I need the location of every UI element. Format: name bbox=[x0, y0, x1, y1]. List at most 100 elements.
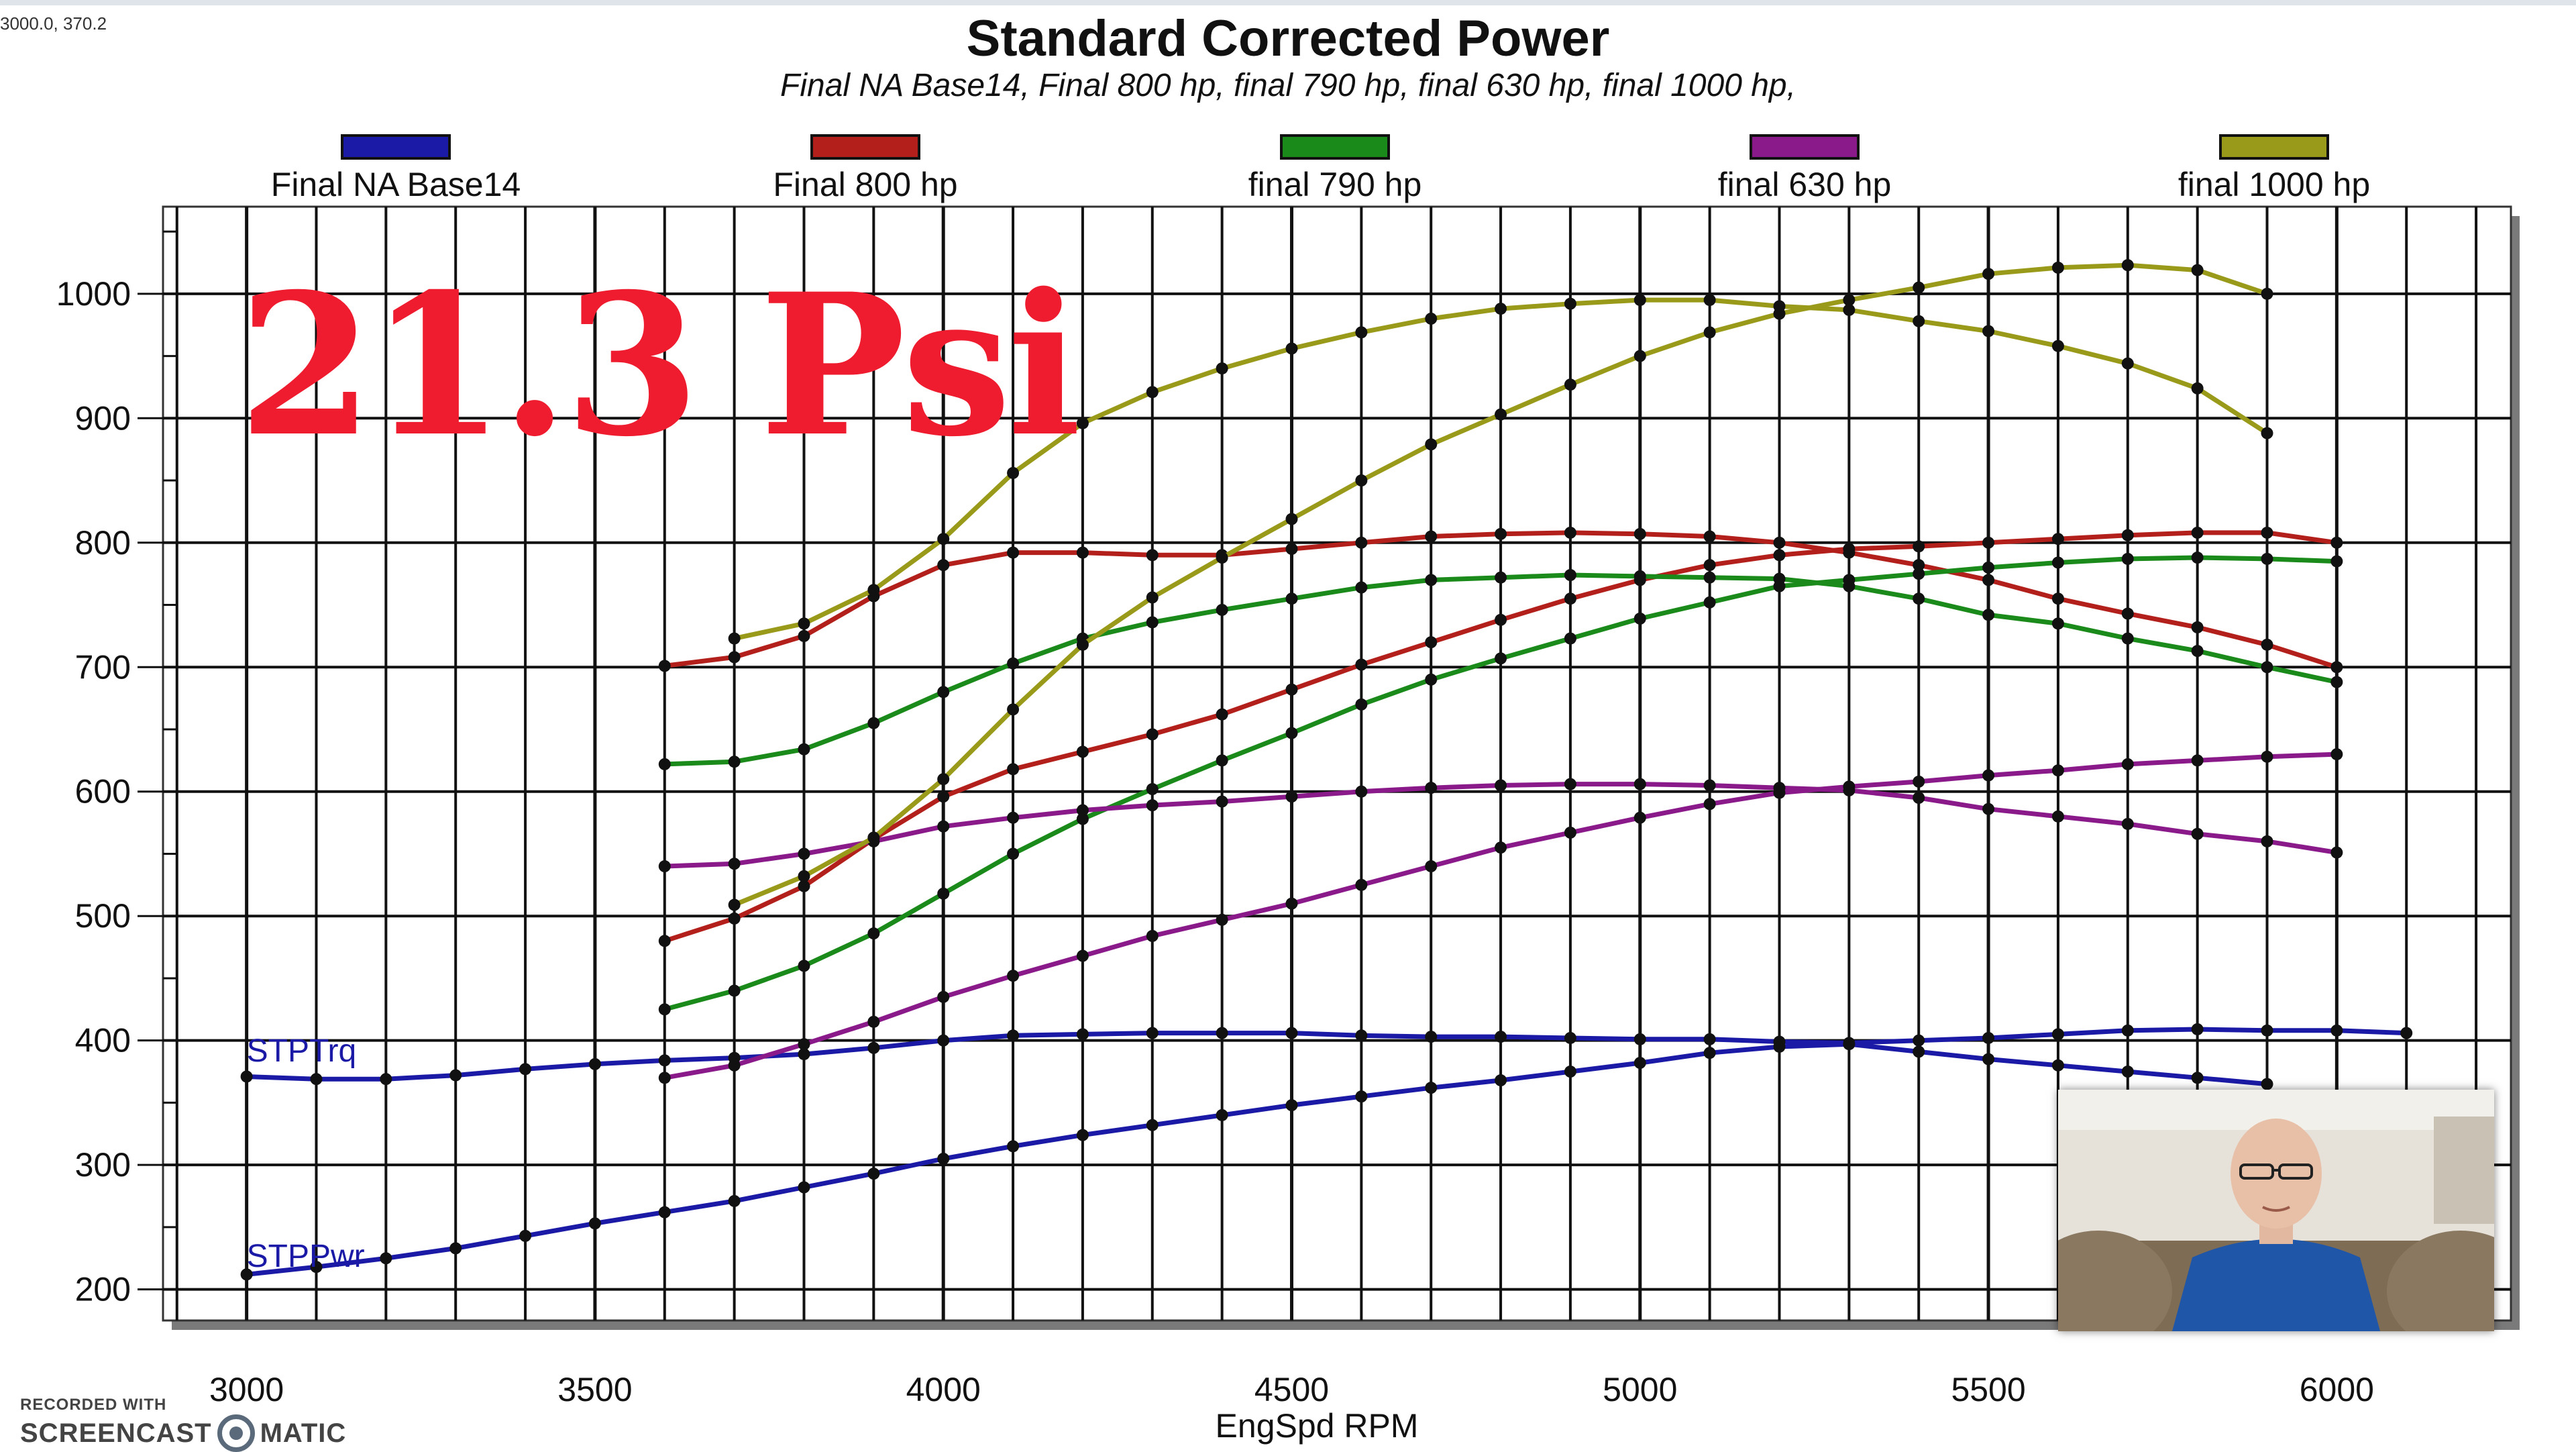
series-point bbox=[1564, 632, 1576, 645]
series-point bbox=[1633, 612, 1646, 625]
series-point bbox=[2261, 1078, 2273, 1090]
series-point bbox=[1425, 530, 1438, 543]
series-point bbox=[937, 1152, 950, 1165]
series-point bbox=[1495, 571, 1507, 584]
series-point bbox=[1633, 811, 1646, 824]
series-point bbox=[1703, 1047, 1716, 1059]
series-line bbox=[244, 1027, 2409, 1082]
series-point bbox=[658, 1072, 671, 1084]
series-point bbox=[1425, 1031, 1438, 1043]
series-point bbox=[2121, 259, 2134, 272]
series-point bbox=[2330, 676, 2343, 688]
series-point bbox=[1285, 897, 1298, 910]
y-tick-label: 500 bbox=[75, 897, 131, 935]
series-point bbox=[2191, 1072, 2204, 1084]
legend: Final NA Base14 Final 800 hp final 790 hp f… bbox=[271, 134, 2370, 203]
series-point bbox=[1076, 745, 1089, 758]
series-point bbox=[2051, 1059, 2064, 1072]
series-point bbox=[310, 1261, 323, 1274]
series-point bbox=[1913, 1045, 1925, 1058]
series-point bbox=[2051, 533, 2064, 546]
y-tick-label: 900 bbox=[75, 399, 131, 437]
series-point bbox=[449, 1242, 462, 1255]
series-point bbox=[2191, 621, 2204, 633]
series-point bbox=[1564, 569, 1576, 582]
series-point bbox=[798, 1048, 810, 1061]
series-point bbox=[2051, 340, 2064, 352]
series-point bbox=[2051, 810, 2064, 823]
series-point bbox=[1425, 636, 1438, 649]
series-point bbox=[2121, 357, 2134, 370]
series-point bbox=[2261, 552, 2273, 565]
series-point bbox=[2051, 764, 2064, 777]
series-point bbox=[588, 1217, 601, 1230]
legend-label: Final NA Base14 bbox=[271, 166, 521, 203]
series-point bbox=[1146, 1027, 1159, 1039]
webcam-person-image bbox=[2058, 1090, 2494, 1331]
record-icon bbox=[217, 1414, 255, 1452]
y-tick-label: 700 bbox=[75, 648, 131, 686]
legend-swatch bbox=[810, 134, 920, 160]
series-point bbox=[1425, 574, 1438, 586]
series-point bbox=[240, 1268, 253, 1281]
series-point bbox=[1355, 1090, 1368, 1103]
series-point bbox=[1913, 592, 1925, 605]
series-point bbox=[658, 935, 671, 947]
series-point bbox=[1564, 526, 1576, 539]
x-tick-label: 4000 bbox=[906, 1371, 981, 1408]
series-point bbox=[1495, 1031, 1507, 1043]
series-point bbox=[1773, 307, 1786, 320]
series-point bbox=[798, 880, 810, 892]
series-point bbox=[1146, 799, 1159, 812]
watermark-line1: RECORDED WITH bbox=[20, 1396, 167, 1414]
series-point bbox=[2330, 1024, 2343, 1037]
series-point bbox=[2261, 287, 2273, 300]
x-tick-label: 3500 bbox=[557, 1371, 632, 1408]
series-point bbox=[1007, 847, 1020, 860]
series-point bbox=[1773, 536, 1786, 549]
boost-pressure-overlay: 21.3 Psi bbox=[238, 252, 1081, 480]
watermark-word2: MATIC bbox=[260, 1418, 347, 1448]
series-point bbox=[1703, 798, 1716, 811]
series-lines bbox=[240, 259, 2413, 1281]
series-point bbox=[728, 984, 741, 997]
series-point bbox=[1913, 315, 1925, 327]
series-point bbox=[1216, 552, 1228, 564]
series-point bbox=[728, 651, 741, 664]
series-point bbox=[937, 790, 950, 803]
curve-label: STPTrq bbox=[247, 1033, 357, 1069]
series-point bbox=[380, 1073, 392, 1086]
series-point bbox=[798, 743, 810, 756]
x-tick-label: 3000 bbox=[209, 1371, 284, 1408]
series-point bbox=[1007, 1140, 1020, 1153]
series-point bbox=[867, 1168, 880, 1180]
series-point bbox=[1216, 1027, 1228, 1039]
series-point bbox=[658, 1003, 671, 1016]
chart-subtitle: Final NA Base14, Final 800 hp, final 790… bbox=[780, 68, 1796, 103]
series-point bbox=[1982, 536, 1995, 549]
y-tick-label: 600 bbox=[75, 773, 131, 811]
series-point bbox=[2191, 382, 2204, 395]
series-point bbox=[2261, 427, 2273, 439]
series-point bbox=[867, 717, 880, 729]
series-point bbox=[1913, 540, 1925, 553]
series-point bbox=[1285, 727, 1298, 739]
series-point bbox=[937, 990, 950, 1003]
series-point bbox=[1495, 841, 1507, 854]
series-point bbox=[2121, 529, 2134, 541]
series-point bbox=[1633, 1057, 1646, 1070]
series-point bbox=[240, 1070, 253, 1083]
x-tick-label: 4500 bbox=[1254, 1371, 1329, 1408]
series-point bbox=[728, 756, 741, 768]
legend-label: final 630 hp bbox=[1718, 166, 1892, 203]
series-point bbox=[1564, 1031, 1576, 1044]
series-point bbox=[1495, 613, 1507, 626]
series-point bbox=[2330, 555, 2343, 568]
series-point bbox=[1425, 782, 1438, 794]
series-point bbox=[1913, 568, 1925, 580]
series-point bbox=[1633, 778, 1646, 790]
series-point bbox=[1007, 703, 1020, 716]
series-point bbox=[1633, 527, 1646, 540]
series-point bbox=[798, 629, 810, 642]
